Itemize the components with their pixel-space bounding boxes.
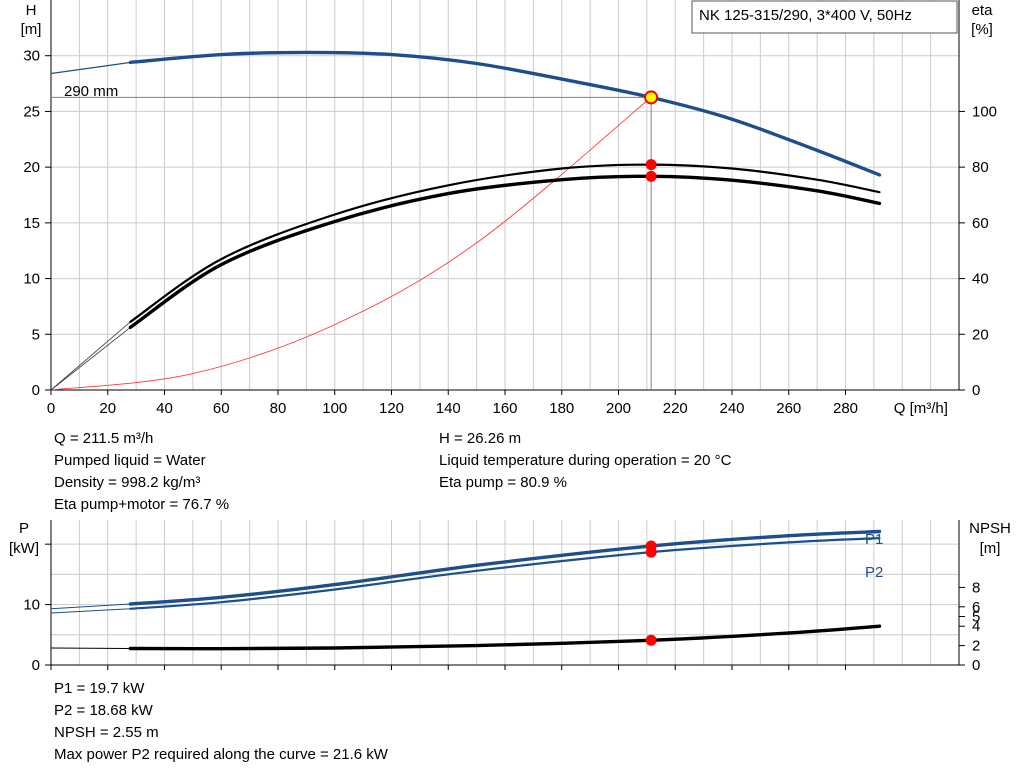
y-tick-label-right: 5 <box>972 609 980 626</box>
p2-curve <box>129 537 881 610</box>
power-info: P1 = 19.7 kW P2 = 18.68 kW NPSH = 2.55 m… <box>54 678 388 766</box>
x-axis-label: Q [m³/h] <box>894 400 948 417</box>
power-axis-unit: [kW] <box>9 540 39 557</box>
qh-info-left: Q = 211.5 m³/h Pumped liquid = Water Den… <box>54 428 229 516</box>
y-tick-label-right: 6 <box>972 599 980 616</box>
info-eta-pump: Eta pump = 80.9 % <box>439 474 567 491</box>
x-tick-label: 260 <box>776 400 801 417</box>
eta-pump-marker <box>645 159 657 171</box>
y-tick-label-right: 20 <box>972 326 989 343</box>
p1-curve <box>128 529 882 606</box>
y-tick-label-right: 60 <box>972 215 989 232</box>
x-tick-label: 60 <box>213 400 230 417</box>
title-box <box>691 0 958 34</box>
info-p1: P1 = 19.7 kW <box>54 680 145 697</box>
y-tick-label-left: 25 <box>23 103 40 120</box>
y-tick-label-left: 0 <box>32 657 40 674</box>
info-max-power: Max power P2 required along the curve = … <box>54 746 388 763</box>
y-tick-label-right: 4 <box>972 618 980 635</box>
eta-pump-curve-extrapolated <box>50 321 131 391</box>
qh-curve <box>128 50 882 177</box>
p2-legend-label: P2 <box>865 564 883 581</box>
info-p2: P2 = 18.68 kW <box>54 702 153 719</box>
npsh-axis-label: NPSH <box>969 520 1011 537</box>
x-tick-label: 280 <box>833 400 858 417</box>
y-tick-label-left: 0 <box>32 382 40 399</box>
y-axis-unit-left: [m] <box>21 21 42 38</box>
y-tick-label-left: 10 <box>23 597 40 614</box>
y-tick-label-left: 15 <box>23 215 40 232</box>
y-axis-label-left: H <box>26 2 37 19</box>
y-tick-label-right: 40 <box>972 271 989 288</box>
x-tick-label: 40 <box>156 400 173 417</box>
info-flow: Q = 211.5 m³/h <box>54 430 154 447</box>
eta-total-curve-extrapolated <box>50 326 131 391</box>
qh-info-right: H = 26.26 m Liquid temperature during op… <box>439 428 731 494</box>
x-tick-label: 120 <box>379 400 404 417</box>
y-axis-label-right: eta <box>972 2 994 19</box>
x-tick-label: 240 <box>719 400 744 417</box>
y-tick-label-right: 0 <box>972 382 980 399</box>
p1-curve-extrapolated <box>50 603 131 610</box>
p1-legend-label: P1 <box>865 531 883 548</box>
info-npsh: NPSH = 2.55 m <box>54 724 159 741</box>
x-tick-label: 180 <box>549 400 574 417</box>
impeller-diameter-label: 290 mm <box>64 83 118 100</box>
y-tick-label-right: 0 <box>972 657 980 674</box>
x-tick-label: 80 <box>270 400 287 417</box>
x-tick-label: 20 <box>99 400 116 417</box>
x-tick-label: 200 <box>606 400 631 417</box>
x-tick-label: 220 <box>663 400 688 417</box>
qh-curve-extrapolated <box>50 61 131 75</box>
system-curve <box>50 97 652 391</box>
x-tick-label: 0 <box>47 400 55 417</box>
info-temperature: Liquid temperature during operation = 20… <box>439 452 732 469</box>
npsh-curve <box>128 624 882 651</box>
y-tick-label-left: 20 <box>23 159 40 176</box>
eta-total-marker <box>645 170 657 182</box>
npsh-curve-extrapolated <box>50 647 131 649</box>
info-density: Density = 998.2 kg/m³ <box>54 474 201 491</box>
y-tick-label-right: 80 <box>972 159 989 176</box>
y-tick-label-left: 5 <box>32 326 40 343</box>
eta-pump-curve <box>129 163 881 323</box>
x-tick-label: 100 <box>322 400 347 417</box>
npsh-axis-unit: [m] <box>980 540 1001 557</box>
eta-total-curve <box>128 174 882 329</box>
y-tick-label-left: 10 <box>23 271 40 288</box>
info-head: H = 26.26 m <box>439 430 522 447</box>
power-axis-label: P <box>19 520 29 537</box>
y-axis-unit-right: [%] <box>971 21 993 38</box>
chart-title: NK 125-315/290, 3*400 V, 50Hz <box>699 7 912 24</box>
p2-curve-extrapolated <box>50 608 131 614</box>
x-tick-label: 140 <box>436 400 461 417</box>
info-liquid: Pumped liquid = Water <box>54 452 206 469</box>
y-tick-label-left: 30 <box>23 48 40 65</box>
y-tick-label-right: 8 <box>972 579 980 596</box>
x-tick-label: 160 <box>492 400 517 417</box>
npsh-marker <box>645 634 657 646</box>
p2-marker <box>645 546 657 558</box>
y-tick-label-right: 100 <box>972 103 997 120</box>
info-eta-total: Eta pump+motor = 76.7 % <box>54 496 230 513</box>
duty-point-marker <box>644 90 659 105</box>
y-tick-label-right: 2 <box>972 638 980 655</box>
